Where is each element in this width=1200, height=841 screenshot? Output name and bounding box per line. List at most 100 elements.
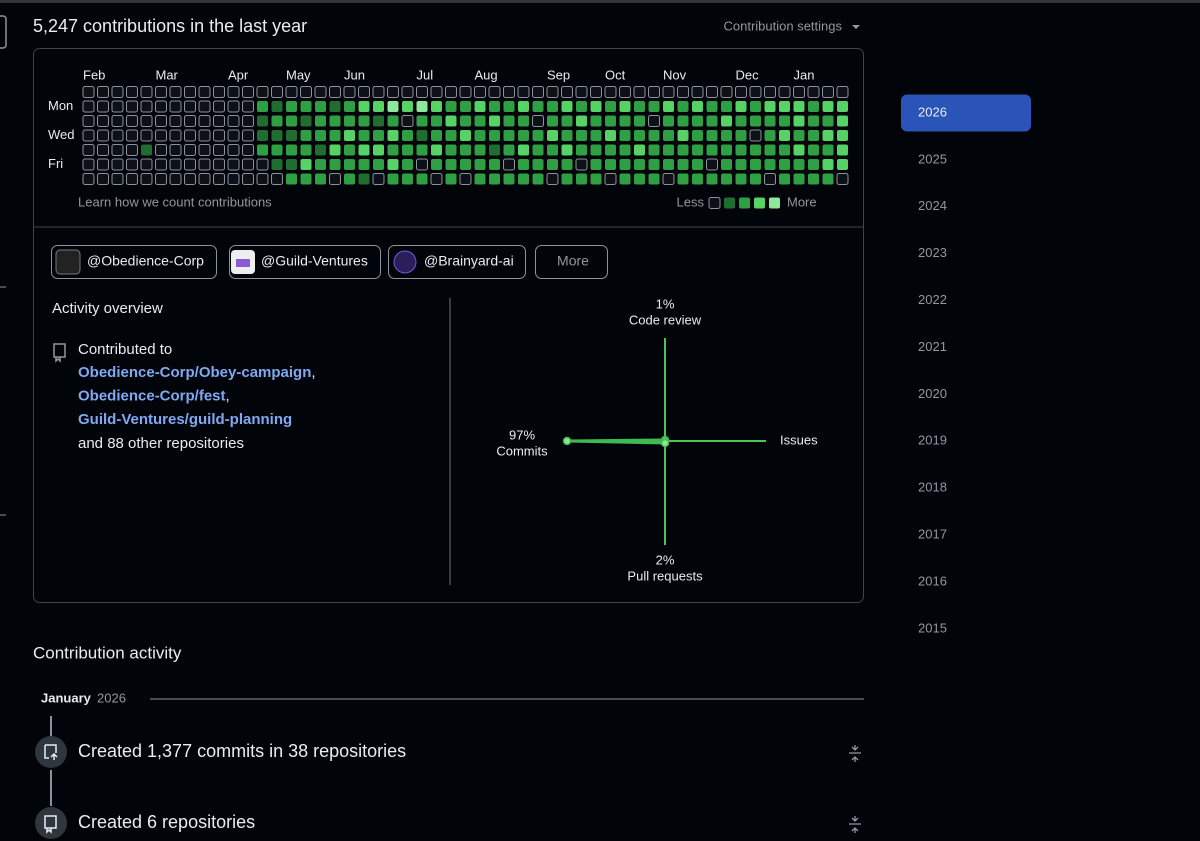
contribution-cell	[271, 101, 283, 112]
contribution-cell	[344, 115, 355, 127]
contribution-cell	[387, 101, 399, 112]
contribution-cell	[141, 144, 152, 156]
org-name[interactable]: @Obedience-Corp	[87, 253, 204, 269]
contribution-cell	[198, 144, 211, 156]
contribution-cell	[749, 86, 762, 98]
repo-name[interactable]: Obedience-Corp/Obey-campaign	[78, 364, 311, 381]
contribution-cell	[431, 144, 442, 156]
contribution-cell	[518, 159, 529, 170]
contribution-cell	[300, 173, 312, 185]
year-link[interactable]: 2017	[918, 527, 947, 542]
repo-icon	[44, 815, 57, 834]
contribution-cell	[271, 86, 283, 98]
contribution-cell	[706, 158, 718, 171]
year-link[interactable]: 2026	[918, 104, 947, 119]
year-link[interactable]: 2021	[918, 339, 947, 354]
repo-name[interactable]: Obedience-Corp/fest	[78, 387, 226, 404]
contribution-cell	[430, 173, 443, 185]
contribution-settings[interactable]: Contribution settings	[723, 18, 842, 33]
contribution-cell	[605, 159, 616, 170]
contribution-cell	[764, 101, 776, 112]
contribution-cell	[691, 86, 704, 98]
year-link[interactable]: 2015	[918, 620, 947, 635]
contribution-cell	[213, 144, 225, 156]
timeline-year: 2026	[97, 690, 126, 705]
contribution-cell	[82, 115, 95, 127]
contribution-cell	[706, 130, 718, 141]
contribution-cell	[227, 115, 240, 127]
contribution-cell	[286, 101, 297, 112]
contributed-to: Contributed to	[78, 341, 172, 358]
contribution-cell	[619, 101, 631, 112]
activity-heading: Contribution activity	[33, 643, 182, 662]
contribution-cell	[155, 86, 167, 98]
contribution-cell	[286, 115, 297, 127]
contribution-cell	[576, 115, 587, 127]
contribution-cell	[416, 115, 428, 127]
org-avatar	[55, 249, 81, 275]
contribution-cell	[474, 144, 486, 156]
contribution-cell	[634, 144, 645, 156]
org-button[interactable]	[51, 245, 217, 279]
radar-label: Code review	[629, 312, 702, 327]
contribution-cell	[257, 115, 268, 127]
repo-name[interactable]: Guild-Ventures/guild-planning	[78, 411, 292, 428]
contribution-cell	[677, 101, 689, 112]
learn-link[interactable]: Learn how we count contributions	[78, 194, 272, 209]
year-link[interactable]: 2025	[918, 151, 947, 166]
contribution-cell	[663, 130, 674, 141]
contribution-cell	[227, 129, 240, 142]
contribution-cell	[532, 115, 544, 127]
year-link[interactable]: 2018	[918, 480, 947, 495]
dropdown-caret[interactable]	[852, 25, 860, 29]
contribution-cell	[474, 115, 486, 127]
year-link[interactable]: 2022	[918, 292, 947, 307]
radar-percent: 2%	[656, 552, 675, 567]
legend-more: More	[787, 194, 817, 209]
contribution-cell	[344, 144, 355, 156]
year-link[interactable]: 2020	[918, 386, 947, 401]
contribution-cell	[256, 158, 269, 171]
expand-icon[interactable]	[849, 816, 861, 833]
contribution-cell	[648, 159, 660, 170]
org-button[interactable]	[229, 245, 381, 279]
legend-cell	[739, 197, 750, 209]
month-label: Mar	[156, 67, 179, 82]
contribution-cell	[387, 130, 399, 141]
year-link[interactable]: 2024	[918, 198, 947, 213]
timeline-icon-bg	[35, 807, 67, 839]
contribution-cell	[315, 130, 326, 141]
contribution-cell	[242, 86, 254, 98]
contribution-cell	[605, 101, 616, 112]
contribution-cell	[271, 130, 283, 141]
org-name[interactable]: @Brainyard-ai	[424, 253, 514, 269]
expand-icon[interactable]	[849, 745, 861, 762]
contribution-cell	[604, 173, 617, 185]
contribution-cell	[140, 100, 153, 113]
contribution-cell	[344, 159, 355, 170]
legend-cell	[708, 197, 721, 209]
contribution-cell	[735, 173, 747, 185]
contribution-cell	[474, 173, 486, 185]
contribution-cell	[590, 86, 602, 98]
contribution-cell	[692, 159, 703, 170]
month-label: Dec	[736, 67, 760, 82]
contribution-cell	[82, 129, 95, 142]
more-button[interactable]	[535, 245, 608, 279]
org-name[interactable]: @Guild-Ventures	[261, 253, 368, 269]
contribution-cell	[198, 86, 211, 98]
year-link[interactable]: 2023	[918, 245, 947, 260]
contribution-cell	[532, 130, 544, 141]
contribution-cell	[242, 144, 254, 156]
contribution-cell	[416, 86, 428, 98]
contribution-cell	[749, 129, 762, 142]
contribution-cell	[590, 101, 602, 112]
year-link[interactable]: 2016	[918, 573, 947, 588]
contribution-cell	[169, 100, 182, 113]
contribution-cell	[431, 115, 442, 127]
org-button[interactable]	[388, 245, 526, 279]
contribution-cell	[416, 158, 428, 171]
left-edge-button	[0, 15, 7, 49]
radar-percent: 1%	[656, 296, 675, 311]
year-link[interactable]: 2019	[918, 433, 947, 448]
